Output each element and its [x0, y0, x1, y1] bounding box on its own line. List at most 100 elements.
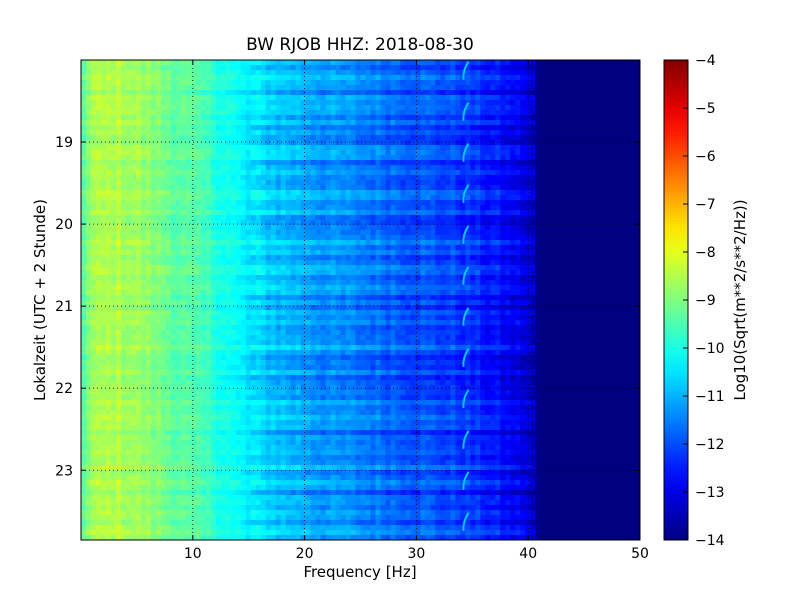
- spectrogram-cell: [460, 190, 466, 196]
- spectrogram-cell: [630, 75, 636, 81]
- spectrogram-cell: [605, 80, 611, 86]
- spectrogram-cell: [450, 265, 456, 271]
- spectrogram-cell: [460, 95, 466, 101]
- spectrogram-cell: [320, 215, 327, 221]
- spectrogram-cell: [345, 70, 352, 76]
- spectrogram-cell: [305, 180, 312, 186]
- spectrogram-cell: [420, 100, 426, 106]
- spectrogram-cell: [575, 175, 581, 181]
- spectrogram-cell: [470, 105, 476, 111]
- spectrogram-cell: [270, 205, 277, 211]
- spectrogram-cell: [115, 185, 122, 191]
- spectrogram-cell: [555, 120, 561, 126]
- spectrogram-cell: [495, 115, 501, 121]
- spectrogram-cell: [105, 120, 112, 126]
- spectrogram-cell: [615, 70, 621, 76]
- spectrogram-cell: [155, 270, 162, 276]
- spectrogram-cell: [570, 215, 576, 221]
- spectrogram-cell: [360, 170, 367, 176]
- spectrogram-cell: [300, 145, 307, 151]
- spectrogram-cell: [440, 90, 446, 96]
- spectrogram-cell: [475, 180, 481, 186]
- spectrogram-cell: [505, 160, 511, 166]
- spectrogram-cell: [135, 210, 142, 216]
- spectrogram-cell: [81, 280, 87, 286]
- spectrogram-cell: [525, 255, 531, 261]
- spectrogram-cell: [155, 100, 162, 106]
- spectrogram-cell: [290, 155, 297, 161]
- spectrogram-cell: [230, 235, 237, 241]
- spectrogram-cell: [180, 225, 187, 231]
- spectrogram-cell: [505, 250, 511, 256]
- spectrogram-cell: [195, 60, 202, 66]
- spectrogram-cell: [270, 70, 277, 76]
- spectrogram-cell: [495, 255, 501, 261]
- spectrogram-cell: [240, 60, 247, 66]
- spectrogram-cell: [120, 255, 127, 261]
- spectrogram-cell: [615, 90, 621, 96]
- spectrogram-cell: [635, 195, 640, 201]
- spectrogram-cell: [635, 185, 640, 191]
- spectrogram-cell: [625, 250, 631, 256]
- spectrogram-cell: [590, 160, 596, 166]
- spectrogram-cell: [345, 100, 352, 106]
- spectrogram-cell: [90, 220, 97, 226]
- spectrogram-cell: [165, 85, 172, 91]
- spectrogram-cell: [200, 215, 207, 221]
- spectrogram-cell: [140, 110, 147, 116]
- spectrogram-cell: [330, 280, 337, 286]
- spectrogram-cell: [600, 180, 606, 186]
- spectrogram-cell: [345, 140, 352, 146]
- spectrogram-cell: [120, 80, 127, 86]
- spectrogram-cell: [225, 235, 232, 241]
- spectrogram-cell: [270, 200, 277, 206]
- spectrogram-cell: [405, 240, 412, 246]
- spectrogram-cell: [575, 270, 581, 276]
- spectrogram-cell: [455, 130, 461, 136]
- spectrogram-cell: [265, 195, 272, 201]
- spectrogram-cell: [200, 185, 207, 191]
- spectrogram-cell: [600, 155, 606, 161]
- spectrogram-cell: [170, 170, 177, 176]
- spectrogram-cell: [105, 245, 112, 251]
- spectrogram-cell: [150, 205, 157, 211]
- spectrogram-cell: [190, 200, 197, 206]
- spectrogram-cell: [115, 95, 122, 101]
- spectrogram-cell: [275, 65, 282, 71]
- spectrogram-cell: [415, 245, 421, 251]
- spectrogram-cell: [81, 125, 87, 131]
- spectrogram-cell: [515, 235, 521, 241]
- spectrogram-cell: [515, 200, 521, 206]
- spectrogram-cell: [335, 210, 342, 216]
- spectrogram-cell: [310, 160, 317, 166]
- spectrogram-cell: [115, 80, 122, 86]
- spectrogram-cell: [535, 250, 541, 256]
- spectrogram-cell: [405, 190, 412, 196]
- spectrogram-cell: [450, 60, 456, 66]
- spectrogram-cell: [445, 60, 451, 66]
- spectrogram-cell: [515, 185, 521, 191]
- spectrogram-cell: [635, 220, 640, 226]
- spectrogram-cell: [395, 125, 402, 131]
- spectrogram-cell: [235, 165, 242, 171]
- spectrogram-cell: [630, 160, 636, 166]
- spectrogram-cell: [630, 95, 636, 101]
- spectrogram-cell: [140, 90, 147, 96]
- spectrogram-cell: [260, 75, 267, 81]
- spectrogram-cell: [395, 215, 402, 221]
- spectrogram-cell: [230, 190, 237, 196]
- spectrogram-cell: [240, 90, 247, 96]
- spectrogram-cell: [205, 240, 212, 246]
- spectrogram-cell: [385, 115, 392, 121]
- spectrogram-cell: [230, 280, 237, 286]
- spectrogram-cell: [540, 225, 546, 231]
- spectrogram-cell: [590, 120, 596, 126]
- spectrogram-cell: [515, 105, 521, 111]
- spectrogram-cell: [555, 135, 561, 141]
- spectrogram-cell: [120, 265, 127, 271]
- spectrogram-cell: [475, 160, 481, 166]
- spectrogram-cell: [440, 205, 446, 211]
- spectrogram-cell: [175, 80, 182, 86]
- spectrogram-cell: [400, 255, 407, 261]
- spectrogram-cell: [335, 185, 342, 191]
